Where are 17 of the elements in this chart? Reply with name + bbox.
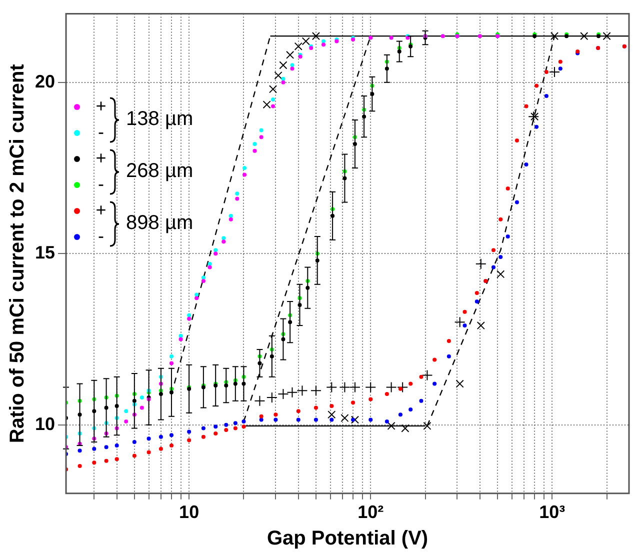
y-tick-label: 20 bbox=[34, 71, 56, 92]
x-axis-title: Gap Potential (V) bbox=[266, 528, 428, 550]
annotation: 138 µm bbox=[126, 108, 194, 132]
x-tick-label: 10² bbox=[358, 502, 384, 522]
annotation: 268 µm bbox=[126, 160, 194, 184]
y-tick-label: 10 bbox=[34, 414, 56, 434]
legend-label: + bbox=[94, 96, 108, 118]
legend-label: + bbox=[94, 200, 108, 222]
legend-label: - bbox=[97, 122, 106, 144]
legend-label: - bbox=[97, 174, 106, 196]
y-axis-title: Ratio of 50 mCi current to 2 mCi current bbox=[6, 64, 29, 444]
legend-label: + bbox=[94, 148, 108, 170]
x-tick-label: 10 bbox=[179, 502, 200, 522]
legend-label: - bbox=[97, 226, 106, 248]
annotation: 898 µm bbox=[126, 212, 194, 236]
y-tick-label: 15 bbox=[34, 242, 56, 263]
x-tick-label: 10³ bbox=[539, 502, 566, 522]
